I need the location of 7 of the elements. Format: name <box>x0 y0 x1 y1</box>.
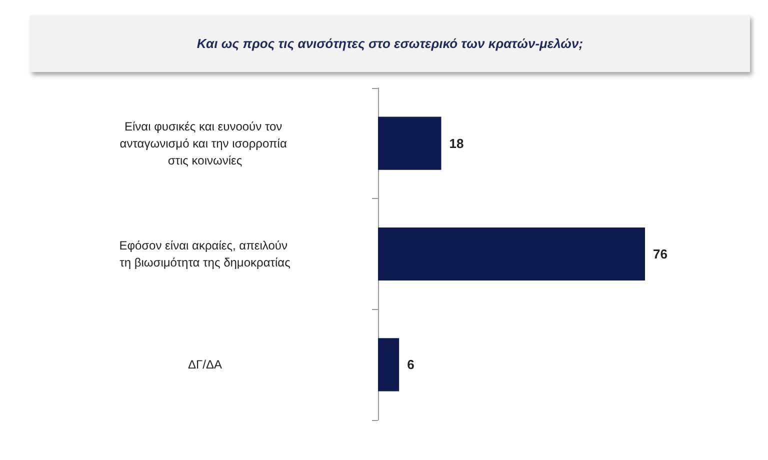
y-tick-label: Εφόσον είναι ακραίες, απειλούν τη βιωσιμότητα της δημοκρατίας <box>119 238 291 270</box>
data-label: 18 <box>449 136 464 151</box>
y-tick-label: ΔΓ/ΔΑ <box>188 358 222 372</box>
y-tick-label: Είναι φυσικές και ευνοούν τον ανταγωνισμό και την ισορροπία στις κοινωνίες <box>120 119 290 168</box>
chart-title: Και ως προς τις ανισότητες στο εσωτερικό των κρατών-μελών; <box>30 15 750 72</box>
data-label: 76 <box>653 246 668 262</box>
data-label: 6 <box>407 357 414 372</box>
